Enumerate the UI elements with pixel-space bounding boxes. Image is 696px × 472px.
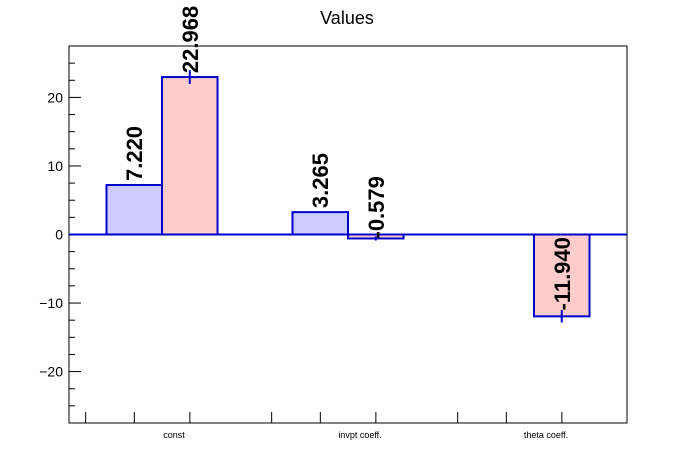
data-label: 7.220 <box>122 126 147 181</box>
bars <box>69 70 627 323</box>
y-tick-label: −20 <box>39 364 63 380</box>
bar <box>105 184 164 236</box>
x-category-label: invpt coeff. <box>338 430 381 440</box>
data-label: -0.579 <box>364 176 389 238</box>
value-labels: 7.220 3.265 22.968 -0.579 -11.940 <box>122 6 575 311</box>
data-label: 22.968 <box>178 6 203 73</box>
y-tick-label: 10 <box>47 158 63 174</box>
chart-title: Values <box>320 8 374 28</box>
data-label: 3.265 <box>308 153 333 208</box>
y-tick-label: 0 <box>55 227 63 243</box>
bar <box>291 211 349 236</box>
x-category-label: theta coeff. <box>524 430 568 440</box>
data-label: -11.940 <box>550 237 575 310</box>
x-category-label: const <box>163 430 185 440</box>
y-tick-label: −10 <box>39 295 63 311</box>
axes: −20 −10 0 10 20 const invpt coeff. theta coeff. <box>39 62 568 440</box>
y-tick-label: 20 <box>47 89 63 105</box>
bar <box>161 76 219 236</box>
